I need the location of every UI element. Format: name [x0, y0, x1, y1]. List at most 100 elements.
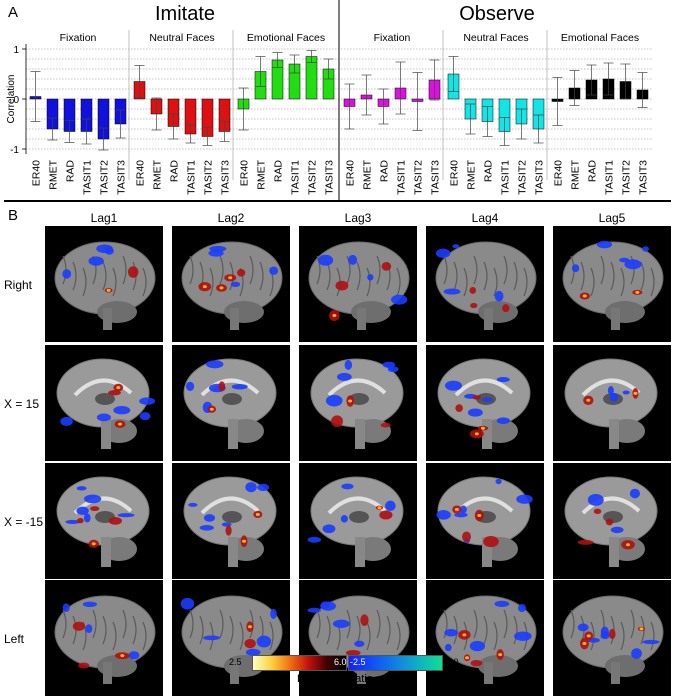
negative-activation-blob	[354, 640, 365, 647]
brainstem-shape	[482, 537, 492, 567]
sulcus-line	[102, 615, 107, 645]
sulcus-line	[513, 615, 518, 645]
negative-activation-blob	[444, 643, 452, 652]
negative-activation-blob	[596, 240, 613, 249]
sulcus-line	[82, 267, 87, 297]
negative-activation-blob	[83, 494, 102, 504]
negative-activation-blob	[444, 380, 462, 391]
y-tick-label: -1	[10, 145, 19, 156]
negative-activation-blob	[367, 273, 374, 281]
positive-activation-peak	[498, 653, 503, 657]
sulcus-line	[483, 261, 488, 291]
corpus-callosum	[200, 378, 260, 397]
correlation-bar-chart: 1 0 -1 Correlation Imitate Observe Fixation ER4…	[6, 0, 652, 200]
negative-activation-blob	[188, 502, 198, 507]
negative-activation-blob	[385, 500, 396, 512]
bar	[305, 56, 318, 100]
category-label: TASIT2	[621, 160, 633, 195]
positive-activation-blob	[502, 304, 510, 313]
corpus-callosum	[327, 378, 387, 397]
positive-activation-peak	[116, 386, 121, 390]
positive-activation-blob	[331, 415, 343, 428]
category-label: RAD	[587, 160, 599, 183]
positive-activation-blob	[472, 395, 481, 400]
negative-activation-blob	[203, 514, 216, 522]
negative-activation-blob	[629, 488, 640, 499]
negative-activation-blob	[469, 640, 485, 652]
negative-activation-blob	[514, 631, 532, 641]
negative-activation-blob	[231, 384, 248, 390]
brainstem-shape	[357, 308, 366, 330]
panel-separator	[4, 200, 671, 202]
sulcus-line	[473, 609, 478, 639]
negative-activation-blob	[436, 510, 451, 520]
sulcus-line	[590, 621, 595, 651]
negative-activation-blob	[65, 519, 80, 524]
sulcus-line	[376, 609, 381, 639]
negative-activation-blob	[82, 601, 98, 607]
negative-activation-blob	[62, 603, 70, 613]
category-label: TASIT1	[186, 160, 198, 195]
negative-activation-blob	[600, 631, 610, 640]
category-label: RAD	[379, 160, 391, 183]
positive-activation-blob	[379, 510, 393, 520]
negative-activation-blob	[444, 629, 458, 637]
negative-activation-blob	[203, 635, 221, 641]
ventricle-shape	[349, 511, 369, 523]
negative-activation-blob	[76, 506, 89, 515]
positive-activation-peak	[228, 276, 233, 280]
category-label: ER40	[31, 160, 43, 186]
positive-activation-blob	[345, 650, 361, 656]
positive-activation-peak	[242, 539, 247, 543]
cortex-shape	[56, 476, 150, 546]
sulcus-line	[483, 615, 488, 645]
positive-activation-peak	[106, 288, 111, 292]
brain-map-tile	[299, 463, 417, 579]
negative-activation-blob	[494, 290, 504, 302]
negative-activation-blob	[270, 608, 277, 620]
ventricle-shape	[349, 393, 369, 405]
brain-map-tile	[299, 345, 417, 461]
positive-activation-blob	[593, 508, 602, 514]
negative-activation-blob	[610, 526, 624, 534]
positive-activation-peak	[582, 294, 587, 298]
brain-map-tile	[553, 345, 671, 461]
sulcus-line	[580, 261, 585, 291]
sulcus-line	[142, 621, 147, 651]
category-label: RMET	[152, 159, 164, 189]
brain-map-tile	[172, 226, 290, 342]
cortex-shape	[437, 358, 531, 428]
category-label: TASIT1	[290, 160, 302, 195]
positive-activation-peak	[582, 642, 587, 646]
sulcus-line	[453, 615, 458, 645]
positive-activation-blob	[483, 535, 499, 548]
negative-activation-blob	[494, 600, 510, 607]
positive-activation-blob	[335, 280, 349, 291]
negative-activation-blob	[443, 288, 461, 295]
positive-activation-blob	[237, 268, 246, 277]
category-label: ER40	[345, 160, 357, 186]
positive-activation-peak	[348, 399, 353, 403]
brainstem-shape	[484, 662, 493, 684]
positive-activation-blob	[90, 506, 100, 512]
brain-map-tile	[553, 580, 671, 696]
negative-activation-blob	[209, 245, 227, 252]
negative-activation-blob	[571, 264, 580, 273]
sulcus-line	[650, 267, 655, 297]
positive-activation-blob	[360, 614, 369, 626]
corpus-callosum	[73, 378, 133, 397]
category-label: TASIT3	[324, 160, 336, 195]
brain-map-tile	[426, 463, 544, 579]
brainstem-shape	[355, 537, 365, 567]
negative-activation-blob	[332, 619, 350, 629]
category-label: TASIT2	[413, 160, 425, 195]
category-label: RAD	[65, 160, 77, 183]
positive-activation-blob	[78, 662, 90, 669]
brain-map-tile	[45, 463, 163, 579]
panel-b-letter: B	[8, 207, 19, 224]
sulcus-line	[600, 255, 605, 285]
negative-activation-blob	[577, 623, 589, 632]
negative-activation-blob	[113, 406, 131, 415]
category-label: ER40	[449, 160, 461, 186]
corpus-callosum	[454, 378, 514, 397]
